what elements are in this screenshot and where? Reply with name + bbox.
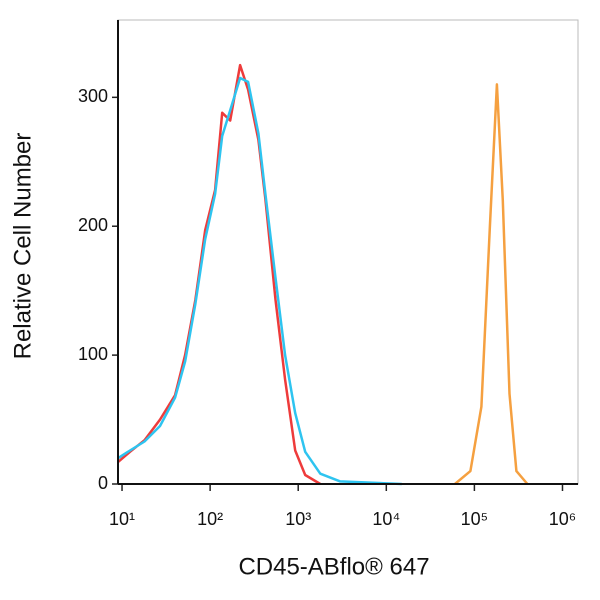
- y-tick-label: 0: [98, 473, 108, 493]
- x-tick-label: 10⁴: [372, 509, 400, 529]
- x-tick-label: 10¹: [109, 509, 135, 529]
- histogram-line: [454, 83, 529, 485]
- y-tick-label: 200: [78, 215, 108, 235]
- y-tick-label: 100: [78, 344, 108, 364]
- x-tick-label: 10⁵: [461, 509, 488, 529]
- x-tick-label: 10²: [197, 509, 223, 529]
- histogram-line: [117, 76, 402, 486]
- plot-frame: [117, 19, 579, 485]
- y-axis-label: Relative Cell Number: [9, 133, 36, 360]
- histogram-line: [117, 63, 321, 486]
- x-tick-label: 10⁶: [549, 509, 576, 529]
- y-tick-label: 300: [78, 86, 108, 106]
- x-tick-label: 10³: [285, 509, 311, 529]
- x-axis-label: CD45-ABflo® 647: [238, 553, 429, 580]
